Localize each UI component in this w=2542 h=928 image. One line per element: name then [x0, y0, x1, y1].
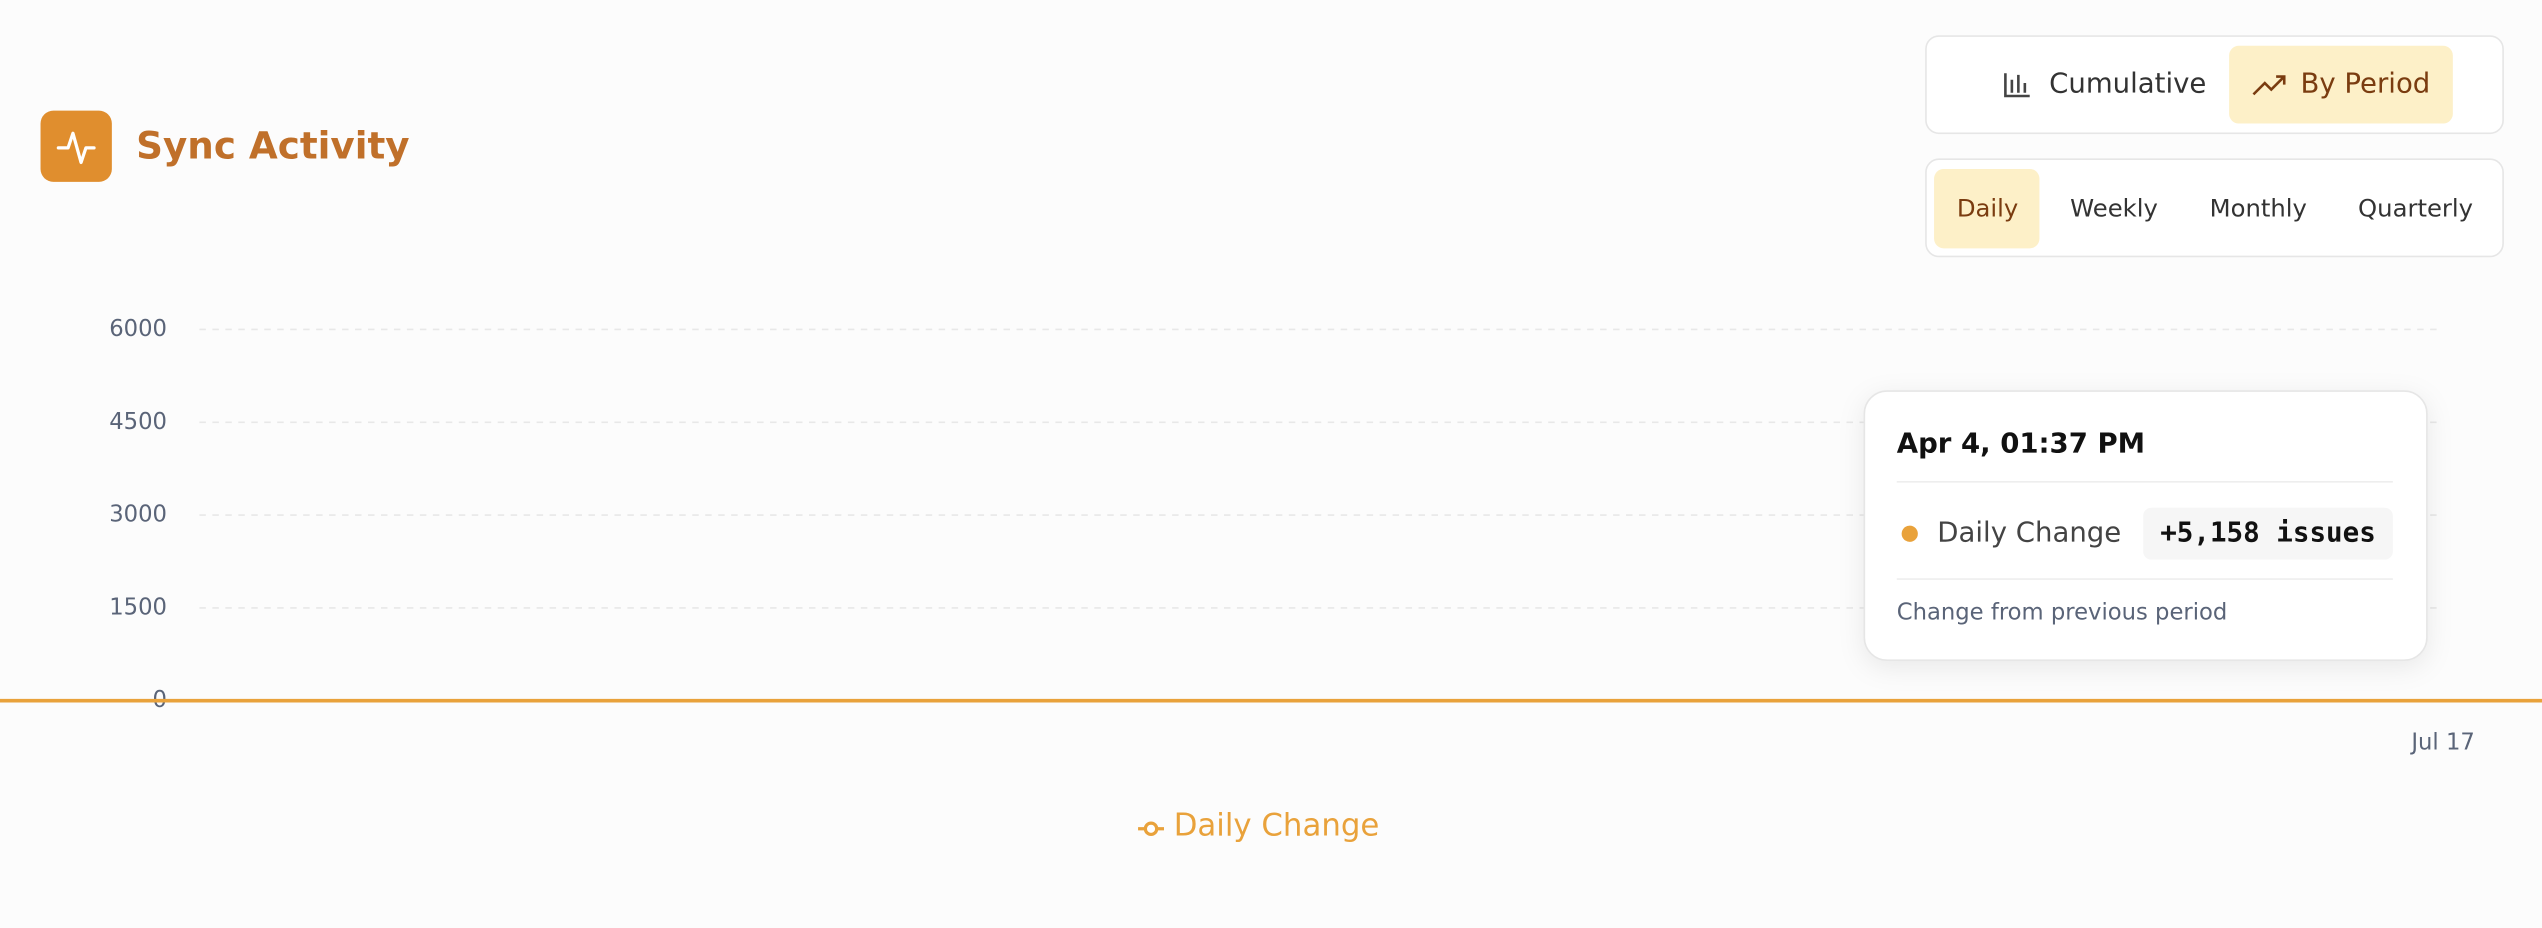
x-tick-label: Jul 17	[2409, 729, 2474, 755]
period-toggle	[1925, 158, 2504, 258]
tooltip-note: Change from previous period	[1897, 600, 2228, 626]
y-tick-label: 1500	[109, 594, 167, 620]
legend-item: Daily Change	[1138, 808, 1379, 844]
period-button[interactable]: Quarterly	[2358, 193, 2473, 222]
value-chip	[2143, 507, 2393, 560]
tooltip-dot	[1901, 525, 1918, 542]
y-tick-label: 3000	[109, 502, 167, 528]
y-tick-label: 6000	[109, 316, 167, 342]
bar-icon	[2004, 73, 2030, 98]
title: Sync Activity	[136, 123, 409, 167]
cumulative-button[interactable]: Cumulative	[2004, 68, 2206, 100]
trend-icon	[2252, 75, 2286, 96]
y-tick-label: 4500	[109, 409, 167, 435]
period-button[interactable]: Daily	[1957, 193, 2018, 222]
period-button[interactable]: Monthly	[2210, 193, 2307, 222]
tooltip-title: Apr 4, 01:37 PM	[1897, 428, 2145, 460]
tooltip: Apr 4, 01:37 PM Daily Change +5,158 issues…	[1863, 390, 2428, 661]
pulse-icon	[56, 131, 96, 165]
active-bg	[1934, 168, 2040, 249]
toggle-label: Cumulative	[2049, 68, 2206, 100]
tooltip-value: +5,158 issues	[2160, 517, 2376, 549]
legend-marker	[1143, 821, 1159, 837]
legend-label: Daily Change	[1174, 808, 1380, 844]
by-period-button[interactable]: By Period	[2229, 45, 2453, 124]
period-button[interactable]: Weekly	[2070, 193, 2158, 222]
tooltip-series: Daily Change	[1937, 517, 2121, 549]
active-bg	[2229, 45, 2453, 124]
toggle-label: By Period	[2300, 68, 2430, 100]
